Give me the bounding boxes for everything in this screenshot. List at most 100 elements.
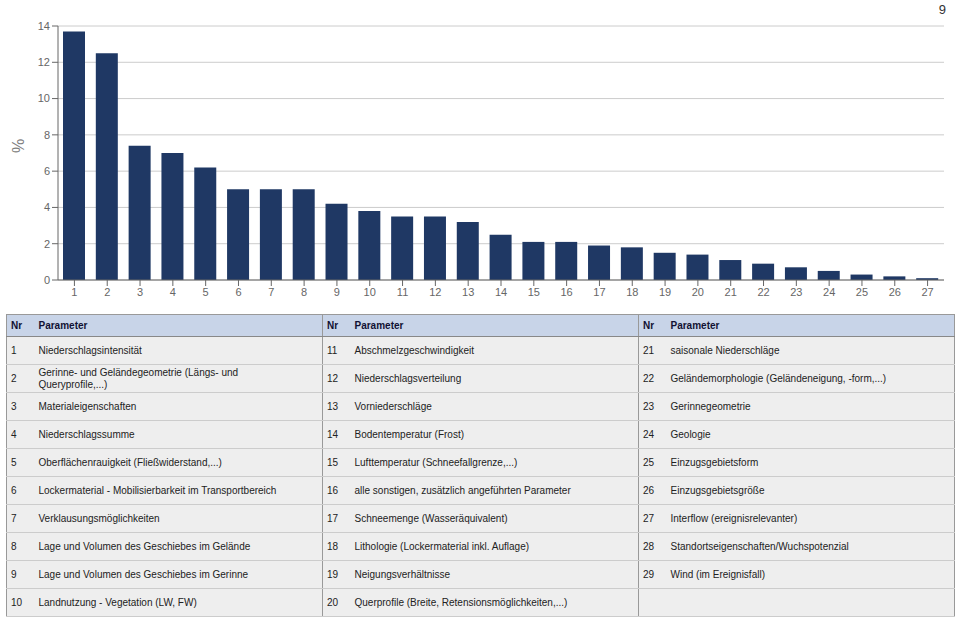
html-text:Niederschlagsintensität: Niederschlagsintensität <box>38 344 142 356</box>
html-text:Abschmelzgeschwindigkeit: Abschmelzgeschwindigkeit <box>354 344 474 356</box>
svg-text:14: 14 <box>38 20 50 32</box>
html-text:18: 18 <box>327 540 339 552</box>
html-text:23: 23 <box>643 400 655 412</box>
svg-text:%: % <box>10 139 27 153</box>
html-text:29: 29 <box>643 568 655 580</box>
svg-text:23: 23 <box>790 286 802 298</box>
svg-text:22: 22 <box>757 286 769 298</box>
html-text:7: 7 <box>11 512 17 524</box>
html-text:Parameter: Parameter <box>38 319 88 331</box>
svg-text:3: 3 <box>137 286 143 298</box>
html-text:10: 10 <box>11 596 23 608</box>
html-text:Bodentemperatur (Frost): Bodentemperatur (Frost) <box>354 428 464 440</box>
html-text:Landnutzung - Vegetation (LW,: Landnutzung - Vegetation (LW, FW) <box>38 596 197 608</box>
html-text:Lufttemperatur (Schneefallgren: Lufttemperatur (Schneefallgrenze,...) <box>354 456 518 468</box>
svg-text:7: 7 <box>268 286 274 298</box>
svg-text:15: 15 <box>528 286 540 298</box>
html-text:Lithologie (Lockermaterial ink: Lithologie (Lockermaterial inkl. Auflage… <box>354 540 529 552</box>
svg-text:21: 21 <box>725 286 737 298</box>
html-text:12: 12 <box>327 372 339 384</box>
html-text:9: 9 <box>938 1 946 17</box>
svg-text:9: 9 <box>334 286 340 298</box>
html-text:25: 25 <box>643 456 655 468</box>
svg-text:2: 2 <box>44 238 50 250</box>
html-text:Parameter: Parameter <box>670 319 720 331</box>
html-text:Wind (im Ereignisfall): Wind (im Ereignisfall) <box>670 568 765 580</box>
html-text:Niederschlagsverteilung: Niederschlagsverteilung <box>354 372 462 384</box>
svg-text:8: 8 <box>44 129 50 141</box>
html-text:16: 16 <box>327 484 339 496</box>
html-text:Einzugsgebietsform: Einzugsgebietsform <box>670 456 759 468</box>
html-text:2: 2 <box>11 372 17 384</box>
html-text:13: 13 <box>327 400 339 412</box>
html-text:Interflow (ereignisrelevanter): Interflow (ereignisrelevanter) <box>670 512 798 524</box>
svg-text:14: 14 <box>495 286 507 298</box>
svg-text:25: 25 <box>856 286 868 298</box>
html-text:28: 28 <box>643 540 655 552</box>
html-text:saisonale Niederschläge: saisonale Niederschläge <box>670 344 780 356</box>
svg-text:2: 2 <box>104 286 110 298</box>
html-text:11: 11 <box>327 344 338 356</box>
html-text:26: 26 <box>643 484 655 496</box>
html-text:Querprofile (Breite, Retension: Querprofile (Breite, Retensionsmöglichke… <box>354 596 568 608</box>
html-text:Geologie: Geologie <box>670 428 711 440</box>
html-text:Oberflächenrauigkeit (Fließwid: Oberflächenrauigkeit (Fließwiderstand,..… <box>38 456 222 468</box>
svg-text:5: 5 <box>203 286 209 298</box>
svg-text:16: 16 <box>561 286 573 298</box>
svg-text:11: 11 <box>397 286 408 298</box>
html-text:Neigungsverhältnisse: Neigungsverhältnisse <box>354 568 451 580</box>
html-text:Standortseigenschaften/Wuchspo: Standortseigenschaften/Wuchspotenzial <box>670 540 849 552</box>
html-text:Vorniederschläge: Vorniederschläge <box>354 400 432 412</box>
svg-text:18: 18 <box>626 286 638 298</box>
svg-text:10: 10 <box>364 286 376 298</box>
svg-text:12: 12 <box>38 56 50 68</box>
svg-text:8: 8 <box>301 286 307 298</box>
html-text:Lockermaterial - Mobilisierbar: Lockermaterial - Mobilisierbarkeit im Tr… <box>38 484 277 496</box>
html-text:22: 22 <box>643 372 655 384</box>
html-text:Niederschlagssumme: Niederschlagssumme <box>38 428 135 440</box>
html-text:14: 14 <box>327 428 339 440</box>
html-text:6: 6 <box>11 484 17 496</box>
html-text:Einzugsgebietsgröße: Einzugsgebietsgröße <box>670 484 765 496</box>
svg-text:12: 12 <box>429 286 441 298</box>
html-text:Gerinnegeometrie: Gerinnegeometrie <box>670 400 751 412</box>
svg-text:27: 27 <box>921 286 933 298</box>
svg-text:20: 20 <box>692 286 704 298</box>
svg-text:4: 4 <box>170 286 176 298</box>
html-text:5: 5 <box>11 456 17 468</box>
svg-text:6: 6 <box>235 286 241 298</box>
html-text:20: 20 <box>327 596 339 608</box>
html-text:27: 27 <box>643 512 655 524</box>
html-text:alle sonstigen, zusätzlich ang: alle sonstigen, zusätzlich angeführten P… <box>354 484 571 496</box>
html-text:Materialeigenschaften: Materialeigenschaften <box>38 400 137 412</box>
html-text:Nr: Nr <box>327 319 339 331</box>
html-text:Lage und Volumen des Geschiebe: Lage und Volumen des Geschiebes im Gelän… <box>38 540 251 552</box>
html-text:Schneemenge (Wasseräquivalent): Schneemenge (Wasseräquivalent) <box>354 512 508 524</box>
svg-text:6: 6 <box>44 165 50 177</box>
html-text:Nr: Nr <box>643 319 655 331</box>
svg-text:17: 17 <box>593 286 605 298</box>
svg-text:1: 1 <box>71 286 77 298</box>
html-text:4: 4 <box>11 428 17 440</box>
html-text:24: 24 <box>643 428 655 440</box>
html-text:Nr: Nr <box>11 319 23 331</box>
svg-text:13: 13 <box>462 286 474 298</box>
svg-text:24: 24 <box>823 286 835 298</box>
html-text:17: 17 <box>327 512 339 524</box>
html-text:Verklausungsmöglichkeiten: Verklausungsmöglichkeiten <box>38 512 160 524</box>
html-text:19: 19 <box>327 568 339 580</box>
html-text:21: 21 <box>643 344 655 356</box>
html-text:1: 1 <box>11 344 17 356</box>
svg-text:0: 0 <box>44 274 50 286</box>
svg-text:19: 19 <box>659 286 671 298</box>
html-text:Gerinne- und Geländegeometrie: Gerinne- und Geländegeometrie (Längs- un… <box>38 366 239 390</box>
html-text:8: 8 <box>11 540 17 552</box>
svg-text:4: 4 <box>44 201 50 213</box>
html-text:15: 15 <box>327 456 339 468</box>
html-text:Parameter: Parameter <box>354 319 404 331</box>
html-text:Geländemorphologie (Geländenei: Geländemorphologie (Geländeneigung, -for… <box>670 372 887 384</box>
html-text:Lage und Volumen des Geschiebe: Lage und Volumen des Geschiebes im Gerin… <box>38 568 249 580</box>
svg-text:26: 26 <box>889 286 901 298</box>
svg-text:10: 10 <box>38 92 50 104</box>
html-text:3: 3 <box>11 400 17 412</box>
